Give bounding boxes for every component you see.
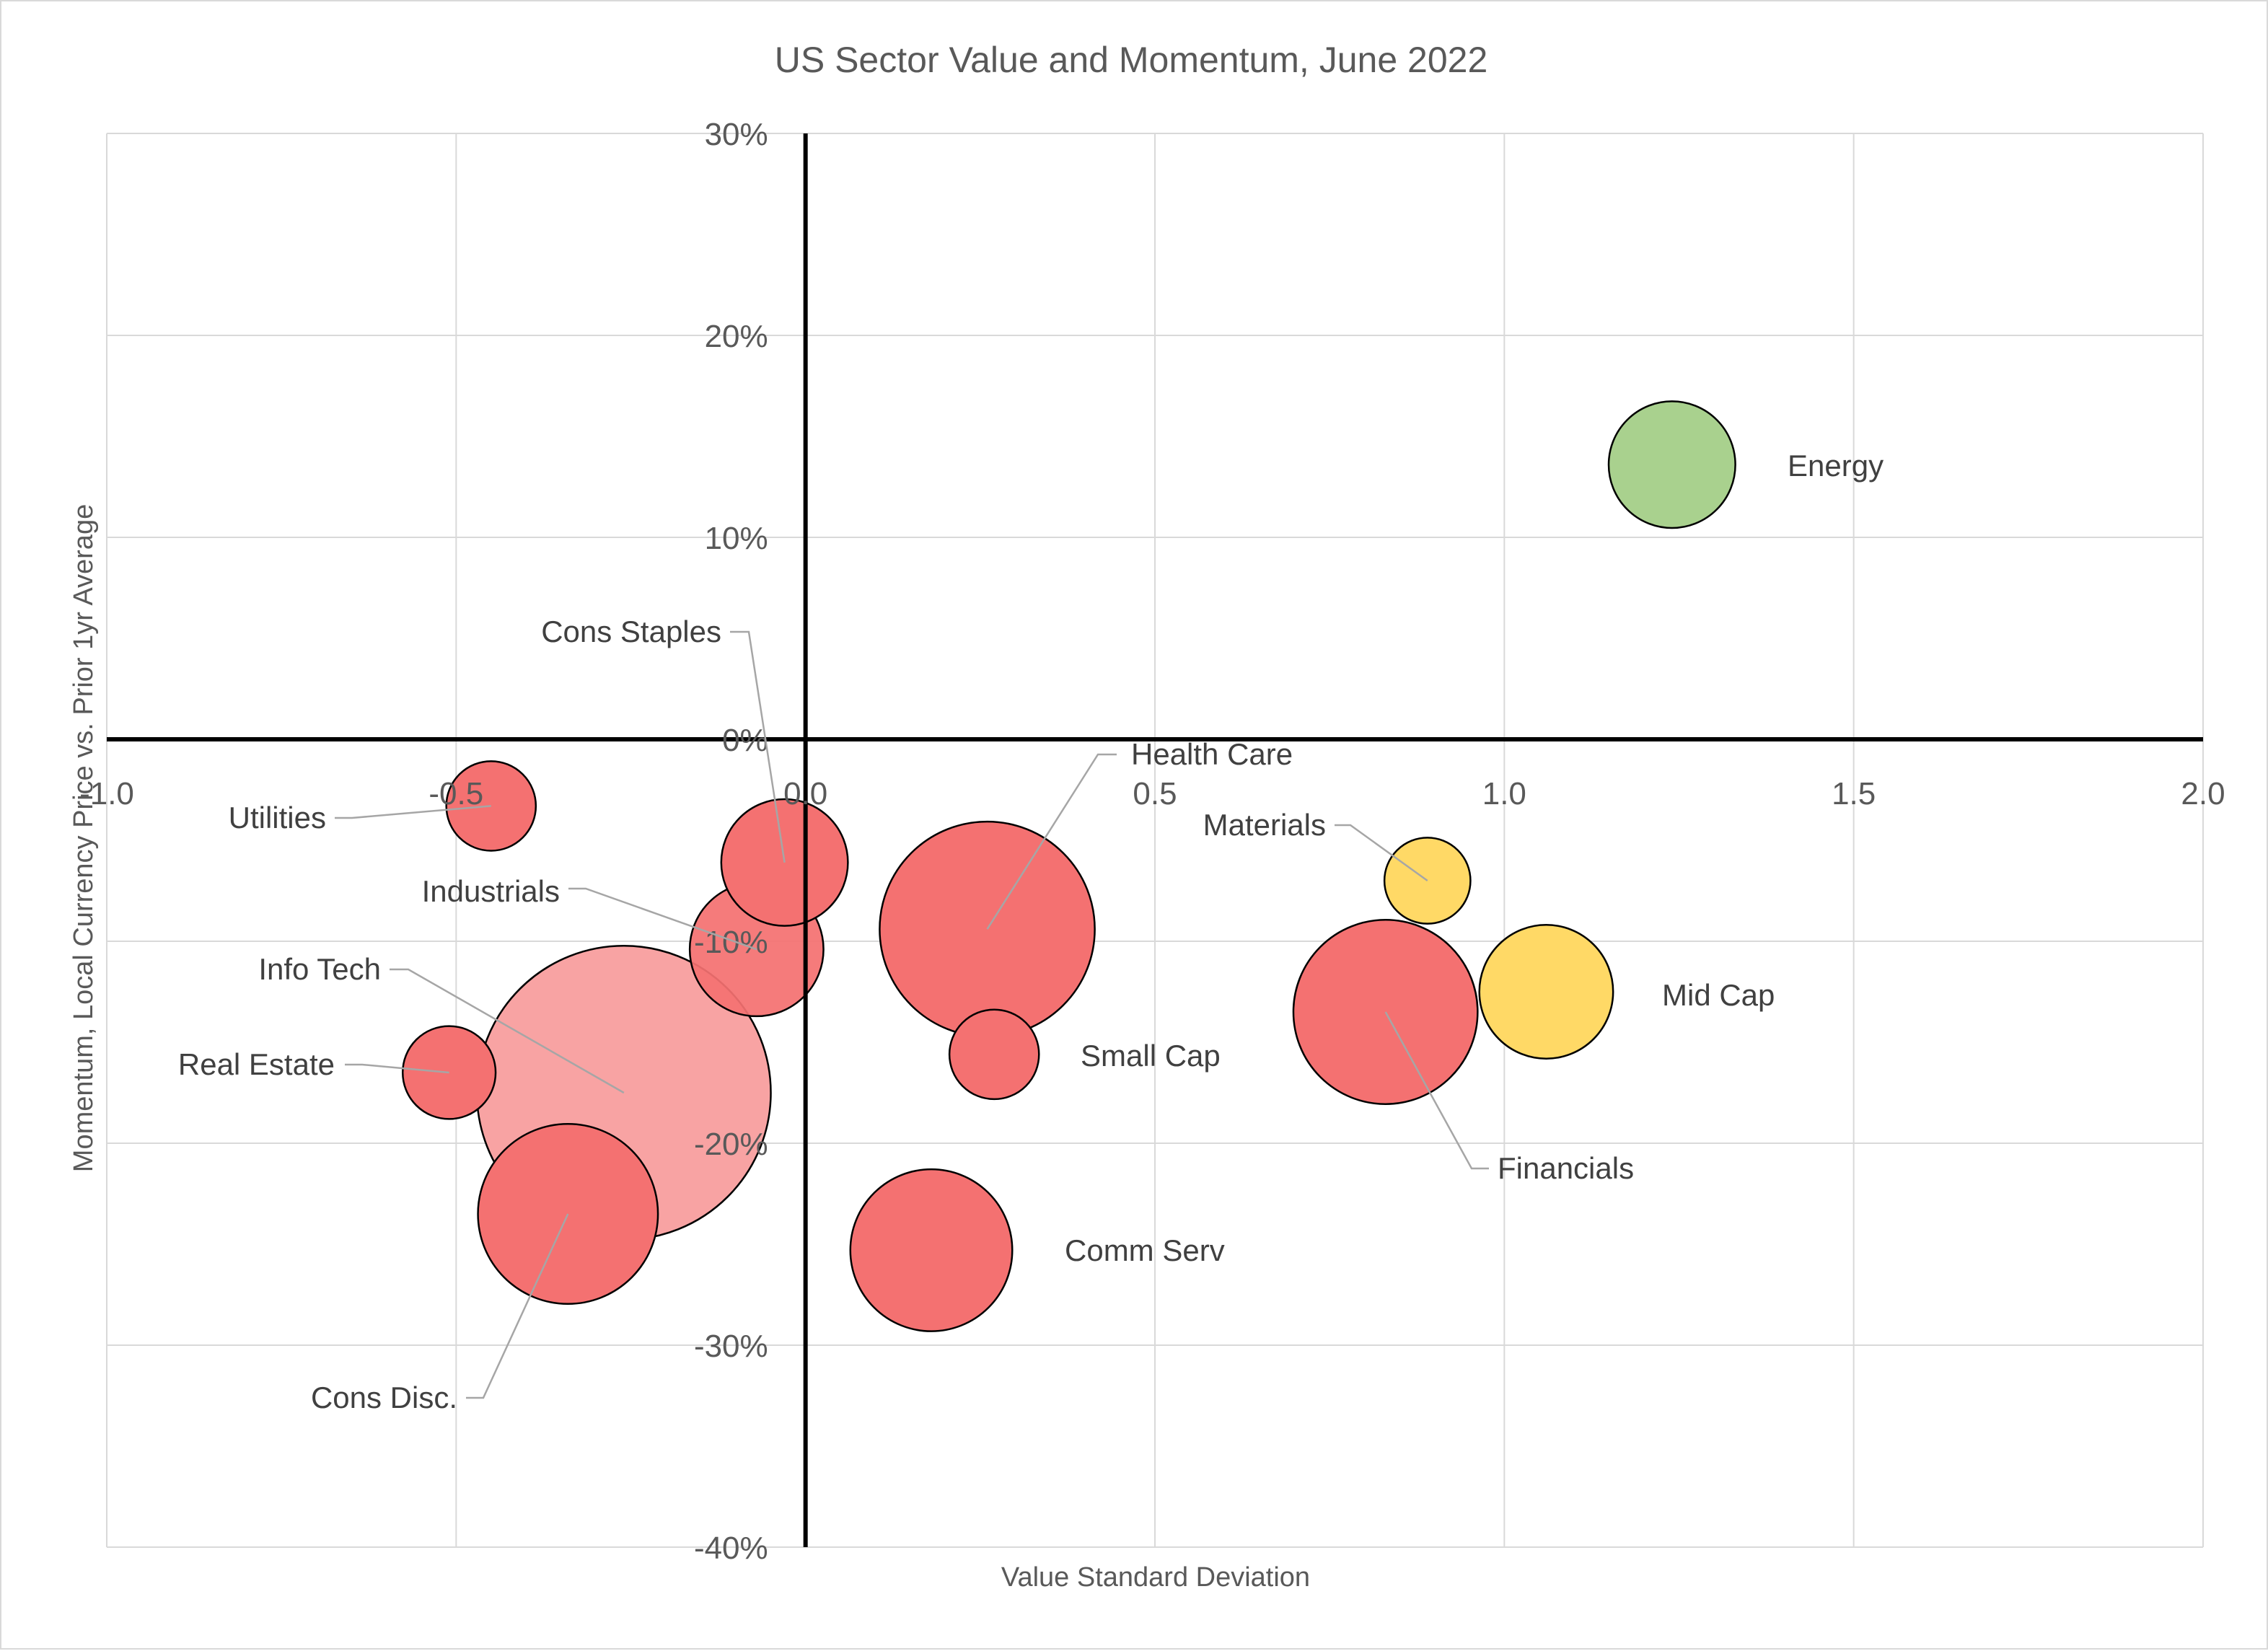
y-axis-title: Momentum, Local Currency Price vs. Prior… [69,504,99,1172]
x-tick-label: 2.0 [2181,776,2225,811]
leader-cons-staples [730,630,786,863]
x-axis-title: Value Standard Deviation [1001,1562,1310,1593]
y-tick-label: -40% [694,1531,768,1566]
label-cons-disc: Cons Disc. [311,1381,457,1414]
leader-lines [335,630,1489,1399]
label-mid-cap: Mid Cap [1662,978,1775,1012]
label-real-estate: Real Estate [178,1047,335,1081]
label-health-care: Health Care [1131,737,1293,771]
x-tick-label: -1.0 [79,776,134,811]
y-tick-label: -10% [694,925,768,960]
leader-utilities [335,805,491,819]
label-small-cap: Small Cap [1081,1039,1221,1073]
leader-health-care [986,753,1117,930]
y-tick-label: -30% [694,1329,768,1364]
label-info-tech: Info Tech [258,952,381,986]
leader-cons-disc [466,1213,569,1399]
y-tick-label: -20% [694,1127,768,1162]
x-tick-label: 1.0 [1482,776,1526,811]
leader-info-tech [390,968,625,1094]
label-financials: Financials [1498,1151,1634,1185]
bubble-small-cap [948,1008,1040,1101]
label-industrials: Industrials [422,874,560,908]
grid [106,133,2204,1548]
y-tick-label: 20% [705,319,768,354]
bubbles [401,400,1736,1332]
y-tick-label: 10% [705,521,768,556]
label-energy: Energy [1788,449,1884,483]
x-tick-label: 0.5 [1133,776,1177,811]
label-cons-staples: Cons Staples [541,615,721,648]
label-materials: Materials [1203,808,1326,842]
x-tick-label: -0.5 [428,776,483,811]
leader-real-estate [345,1063,449,1074]
leader-financials [1384,1011,1489,1170]
bubble-real-estate [401,1025,497,1120]
leader-materials [1335,824,1428,882]
zero-axes [107,133,2203,1547]
y-tick-label: 30% [705,117,768,152]
y-tick-label: 0% [722,723,768,758]
x-tick-label: 1.5 [1832,776,1876,811]
bubble-energy [1607,400,1736,529]
tick-labels: 30% 20% 10% 0% -10% -20% -30% -40% -1.0 -0.5 0.0 0.… [79,117,2225,1566]
x-tick-label: 0.0 [783,776,827,811]
label-comm-serv: Comm Serv [1065,1233,1225,1267]
point-labels: Info Tech Energy Utilities Cons Staples Indu… [178,449,1884,1414]
chart-title: US Sector Value and Momentum, June 2022 [775,40,1488,80]
bubble-comm-serv [849,1168,1014,1332]
leader-industrials [568,887,757,951]
label-utilities: Utilities [229,801,326,835]
bubble-mid-cap [1478,924,1614,1060]
